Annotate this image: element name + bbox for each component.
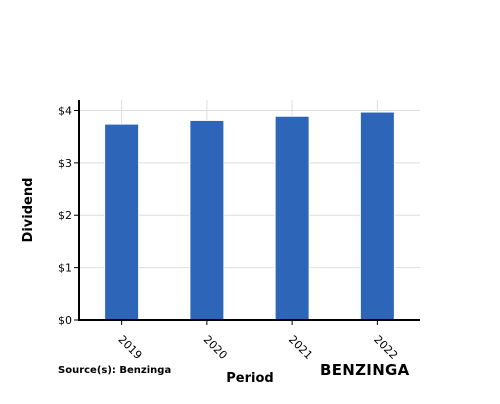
y-tick-label: $3 [58,157,72,170]
bars [104,111,395,321]
benzinga-logo: BENZINGA [320,361,410,379]
y-tick-labels: $0 $1 $2 $3 $4 [58,104,79,327]
bar-2022 [359,111,395,321]
bar-2019 [104,123,140,321]
y-tick-label: $1 [58,262,72,275]
x-tick-label: 2022 [371,333,400,362]
y-tick-label: $2 [58,209,72,222]
bar-2021 [274,115,310,321]
axes [78,100,420,321]
y-tick-label: $0 [58,314,72,327]
x-tick-label: 2019 [116,333,145,362]
y-tick-label: $4 [58,104,72,117]
x-tick-label: 2021 [286,333,315,362]
x-axis-title: Period [226,371,273,386]
x-tick-labels: 2019 2020 2021 2022 [116,320,400,362]
source-note: Source(s): Benzinga [58,365,171,376]
y-axis-title: Dividend [21,178,36,243]
x-tick-label: 2020 [201,333,230,362]
bar-2020 [189,119,225,321]
